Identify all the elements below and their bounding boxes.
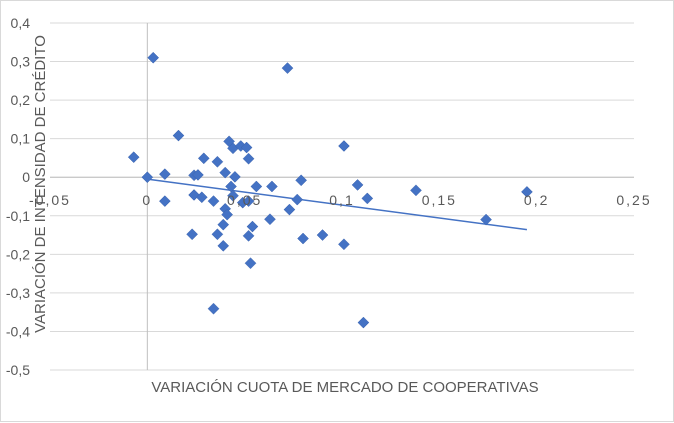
y-tick-label: -0,3	[6, 285, 30, 301]
data-point	[242, 229, 255, 242]
x-tick-label: 0,1	[329, 192, 354, 208]
y-tick-label: 0,3	[11, 54, 31, 70]
data-point	[211, 155, 224, 168]
y-tick-label: -0,2	[6, 246, 30, 262]
x-tick-label: -0,05	[29, 192, 71, 208]
data-point	[158, 195, 171, 207]
x-tick-labels: -0,05 0 0,05 0,1 0,15 0,2 0,25	[29, 192, 651, 208]
data-point	[295, 174, 307, 187]
data-points	[127, 51, 533, 329]
data-point	[242, 195, 255, 207]
data-point	[361, 192, 374, 205]
y-tick-label: 0,2	[11, 92, 31, 108]
y-tick-label: -0,1	[6, 208, 30, 224]
data-point	[316, 229, 329, 241]
data-point	[227, 189, 239, 202]
data-point	[281, 62, 294, 74]
data-point	[217, 218, 230, 231]
data-point	[246, 220, 259, 233]
data-point	[195, 191, 208, 204]
data-point	[158, 168, 171, 180]
data-point	[480, 213, 492, 226]
x-tick-label: 0,15	[422, 192, 457, 208]
data-point	[207, 195, 220, 207]
data-point	[351, 179, 364, 191]
y-tick-label: -0,5	[6, 362, 30, 378]
data-point	[291, 193, 304, 206]
data-point	[127, 151, 140, 164]
data-point	[172, 129, 185, 142]
trendline-group	[147, 178, 528, 231]
data-point	[266, 180, 278, 193]
data-point	[197, 152, 210, 165]
data-point	[219, 166, 232, 179]
y-tick-label: 0,4	[11, 15, 31, 31]
data-point	[192, 169, 204, 181]
data-point	[147, 51, 160, 64]
x-tick-label: 0	[142, 192, 152, 208]
data-point	[297, 232, 309, 245]
data-point	[240, 141, 253, 154]
data-point	[338, 238, 350, 251]
data-point	[338, 140, 350, 152]
x-axis-title: VARIACIÓN CUOTA DE MERCADO DE COOPERATIV…	[151, 379, 538, 396]
data-point	[186, 228, 198, 241]
data-point	[211, 228, 224, 241]
data-point	[264, 213, 276, 226]
data-point	[410, 184, 422, 197]
x-tick-label: 0,2	[524, 192, 549, 208]
data-point	[229, 170, 241, 183]
data-point	[141, 171, 154, 184]
data-point	[242, 152, 255, 165]
data-point	[207, 302, 220, 315]
data-point	[521, 186, 533, 198]
data-point	[244, 257, 257, 270]
x-tick-label: 0,05	[227, 192, 262, 208]
trendline	[147, 178, 528, 231]
data-point	[221, 208, 234, 221]
y-axis-title: VARIACIÓN DE INTENSIDAD DE CRÉDITO	[32, 35, 49, 333]
data-point	[250, 180, 263, 193]
data-point	[217, 239, 230, 252]
data-point	[357, 316, 370, 329]
y-tick-label: 0,1	[11, 131, 31, 147]
y-tick-label: -0,4	[6, 323, 30, 339]
x-tick-label: 0,25	[616, 192, 651, 208]
y-tick-labels: -0,5 -0,4 -0,3 -0,2 -0,1 0 0,1 0,2 0,3 0,4	[6, 15, 30, 378]
y-tick-label: 0	[22, 169, 30, 185]
data-point	[283, 203, 296, 216]
